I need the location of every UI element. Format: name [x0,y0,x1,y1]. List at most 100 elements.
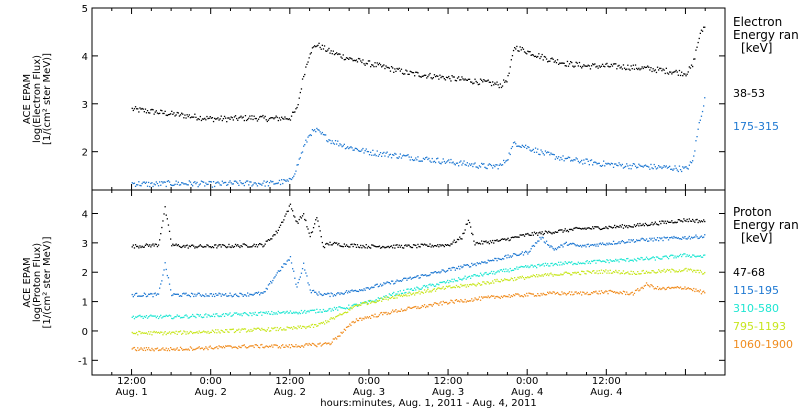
data-point [292,345,294,347]
data-point [232,183,234,185]
data-point [456,300,459,302]
data-point [590,65,593,67]
data-point [665,288,667,290]
data-point [274,344,276,346]
data-point [327,243,329,245]
data-point [395,294,397,297]
data-point [152,185,154,188]
data-point [485,262,487,264]
data-point [133,247,136,249]
data-point [503,295,505,297]
data-point [483,240,485,243]
data-point [161,181,163,183]
data-point [277,119,279,122]
data-point [538,232,540,234]
data-point [203,246,205,248]
data-point [375,301,377,304]
data-point [490,260,493,262]
data-point [288,118,290,120]
data-point [215,244,217,246]
data-point [166,274,168,277]
data-point [323,45,326,47]
data-point [617,242,619,244]
data-point [512,294,515,296]
data-point [466,162,468,164]
data-point [543,273,545,276]
data-point [248,295,250,297]
data-point [700,271,703,273]
data-point [196,293,198,296]
data-point [421,75,423,77]
data-point [537,293,539,295]
data-point [320,133,322,135]
data-point [305,312,307,314]
data-point [521,275,523,277]
data-point [139,314,141,316]
data-point [464,275,466,277]
data-point [201,347,204,349]
data-point [628,260,630,263]
data-point [541,274,543,276]
data-point [167,348,170,350]
data-point [310,309,312,312]
data-point [371,286,373,288]
data-point [631,68,633,70]
data-point [167,332,170,334]
data-point [581,67,583,69]
data-point [344,148,347,150]
data-point [604,260,606,263]
data-point [425,157,427,159]
data-point [375,316,377,318]
data-point [523,51,526,53]
data-point [474,284,476,286]
data-point [567,65,570,67]
data-point [511,295,514,298]
data-point [354,304,356,307]
data-point [161,110,163,112]
data-point [684,286,686,288]
data-point [186,315,188,317]
data-point [598,243,600,245]
data-point [430,161,432,163]
data-point [567,261,570,263]
data-point [403,294,405,296]
data-point [432,161,434,163]
data-point [295,283,297,285]
data-point [195,348,197,350]
data-point [687,268,689,270]
data-point [414,294,416,296]
data-point [639,222,641,225]
data-point [233,312,236,314]
data-point [219,293,221,295]
data-point [144,182,147,184]
data-point [454,241,456,244]
data-point [533,231,536,233]
data-point [416,307,418,310]
data-point [375,246,377,248]
data-point [686,218,688,221]
data-point [440,245,442,247]
data-point [211,315,214,317]
data-point [197,314,199,316]
data-point [272,180,274,183]
data-point [532,274,534,276]
data-point [627,64,629,66]
data-point [206,295,208,297]
data-point [561,264,563,266]
data-point [323,310,326,312]
data-point [693,254,695,256]
data-point [562,155,564,157]
data-point [575,61,577,63]
data-point [666,268,669,271]
data-point [453,278,455,280]
data-point [218,292,220,294]
data-point [139,107,141,109]
data-point [189,295,192,298]
data-point [209,293,211,295]
data-point [537,264,539,266]
data-point [179,114,182,116]
data-point [622,64,625,66]
data-point [686,270,688,272]
data-point [667,221,670,223]
data-point [208,180,210,183]
